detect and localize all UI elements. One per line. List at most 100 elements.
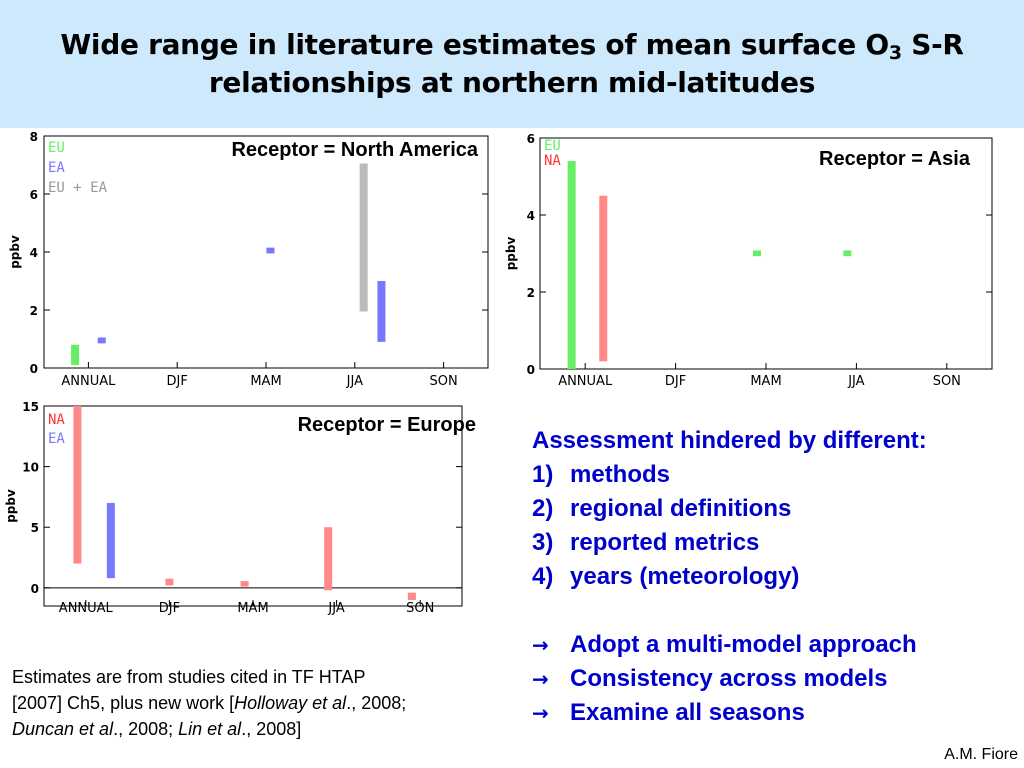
citation-text: [2007] Ch5, plus new work [ [12,693,235,713]
y-axis-label: ppbv [8,235,22,269]
plot-frame [43,135,489,369]
y-tick-label: 4 [527,209,535,223]
category-label-mam: MAM [237,601,268,616]
citation-text: ., 2008; [113,719,179,739]
range-bar-eu [843,250,852,257]
range-bar-na [165,578,174,586]
category-label-son: SON [406,601,434,616]
y-axis-label: ppbv [504,237,518,271]
arrow-right-icon: → [532,667,549,691]
range-bar-na [324,527,333,591]
category-label-jja: JJA [847,374,864,389]
y-tick-label: 2 [30,304,38,318]
legend-entry-na: NA [544,153,561,169]
category-label-son: SON [429,374,457,389]
arrow-right-icon: → [532,701,549,725]
y-tick-label: 4 [30,246,38,260]
item-number: 4) [532,563,554,590]
y-tick-label: 10 [22,461,39,475]
y-tick-label: 8 [30,130,38,144]
conclusion-3: → Examine all seasons [532,696,1022,730]
category-label-djf: DJF [167,374,188,389]
spacer [532,594,1022,628]
chart-title: Receptor = Europe [298,414,476,436]
y-tick-label: 0 [30,362,38,376]
assessment-item-4: 4) years (meteorology) [532,560,1022,594]
y-tick-label: 0 [527,363,535,377]
assessment-item-2: 2) regional definitions [532,492,1022,526]
y-tick-label: 2 [527,286,535,300]
range-bar-eu [71,344,80,366]
range-bar-ea [266,247,275,254]
title-part-2: S-R relationships at northern mid-latitu… [208,28,964,99]
category-label-annual: ANNUAL [558,374,613,389]
range-bar-na [240,581,249,587]
assessment-item-1: 1) methods [532,458,1022,492]
y-tick-label: 5 [31,521,39,535]
citation-ref-duncan: Duncan et al [12,719,114,739]
y-axis-label: ppbv [4,489,18,523]
legend-entry-eu: EU [544,138,561,154]
y-tick-label: 15 [22,400,39,414]
assessment-heading: Assessment hindered by different: [532,427,927,454]
conclusion-text: Adopt a multi-model approach [570,631,917,658]
conclusion-text: Examine all seasons [570,699,805,726]
assessment-list: Assessment hindered by different: 1) meth… [532,424,1022,730]
range-bar-ea [97,337,106,344]
citation-ref-holloway: Holloway et al [234,693,347,713]
range-bar-eu [752,250,761,257]
slide-title: Wide range in literature estimates of me… [0,26,1024,102]
legend-entry-na: NA [48,412,65,428]
chart-title: Receptor = North America [231,139,478,161]
citation-text: ., 2008] [241,719,302,739]
title-banner [0,0,1024,128]
citation-text: ., 2008; [346,693,407,713]
item-text: regional definitions [570,495,792,522]
range-bar-na [407,592,416,600]
category-label-annual: ANNUAL [61,374,116,389]
category-label-mam: MAM [750,374,781,389]
category-label-djf: DJF [665,374,686,389]
conclusion-1: → Adopt a multi-model approach [532,628,1022,662]
item-text: reported metrics [570,529,760,556]
item-number: 3) [532,529,554,556]
item-number: 2) [532,495,554,522]
title-subscript: 3 [888,42,902,64]
assessment-item-3: 3) reported metrics [532,526,1022,560]
range-bar-ea [106,502,115,579]
chart-receptor-north-america: 0 2 4 6 8 ANNUAL DJF MAM JJA SON ppbv EU EA EU + EA Re… [8,130,489,389]
citation-line-1: Estimates are from studies cited in TF H… [12,667,366,687]
range-bar-ea [377,281,386,342]
plot-frame [539,137,993,370]
legend-entry-eu-ea: EU + EA [48,180,108,196]
legend-entry-eu: EU [48,140,65,156]
y-tick-label: 6 [30,188,38,202]
legend-entry-ea: EA [48,160,65,176]
category-label-jja: JJA [327,601,344,616]
item-text: years (meteorology) [570,563,800,590]
y-tick-label: 0 [31,582,39,596]
category-label-jja: JJA [346,374,363,389]
plot-frame [43,405,463,607]
chart-title: Receptor = Asia [819,148,971,170]
category-label-djf: DJF [159,601,180,616]
author-credit: A.M. Fiore [944,746,1018,763]
citation-ref-lin: Lin et al [178,719,242,739]
range-bar-eu [567,161,576,369]
item-text: methods [570,461,671,488]
range-bar-eu-ea [359,163,368,312]
title-part-1: Wide range in literature estimates of me… [60,28,889,61]
conclusion-2: → Consistency across models [532,662,1022,696]
chart-receptor-europe: 0 5 10 15 ANNUAL DJF MAM JJA SON ppbv NA EA Receptor… [4,400,476,616]
range-bar-na [73,406,82,564]
citation-note: Estimates are from studies cited in TF H… [12,664,512,742]
range-bar-na [599,195,608,362]
y-tick-label: 6 [527,132,535,146]
category-label-annual: ANNUAL [59,601,114,616]
arrow-right-icon: → [532,633,549,657]
category-label-mam: MAM [250,374,281,389]
category-label-son: SON [933,374,961,389]
legend-entry-ea: EA [48,431,65,447]
item-number: 1) [532,461,554,488]
